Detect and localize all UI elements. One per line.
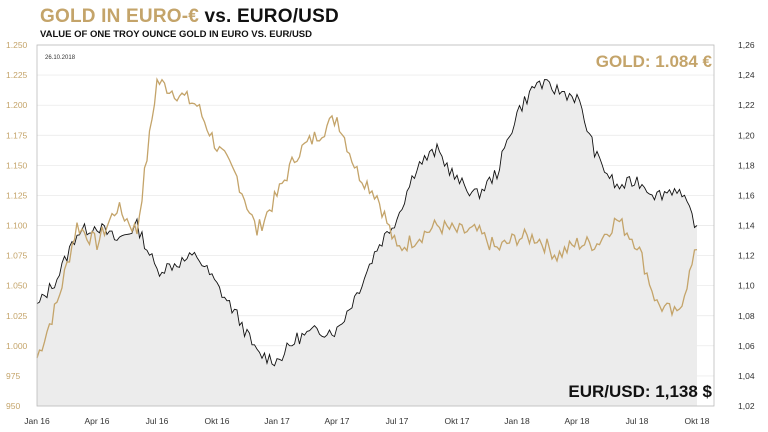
plot-frame — [36, 44, 715, 407]
x-tick-label: Jan 18 — [504, 416, 530, 426]
right-tick-label: 1,12 — [738, 251, 755, 261]
left-tick-label: 1.175 — [6, 130, 28, 140]
right-tick-label: 1,14 — [738, 221, 755, 231]
left-tick-label: 1.125 — [6, 190, 28, 200]
right-tick-label: 1,08 — [738, 311, 755, 321]
chart-title-gold: GOLD IN EURO-€ — [40, 6, 200, 27]
chart-subtitle: VALUE OF ONE TROY OUNCE GOLD IN EURO VS.… — [40, 29, 313, 40]
left-tick-label: 975 — [6, 371, 20, 381]
chart-title: GOLD IN EURO-€ vs. EURO/USD — [40, 6, 339, 28]
left-tick-label: 1.200 — [6, 100, 28, 110]
x-tick-label: Apr 18 — [564, 416, 589, 426]
x-tick-label: Okt 16 — [204, 416, 229, 426]
right-tick-label: 1,22 — [738, 100, 755, 110]
right-tick-label: 1,04 — [738, 371, 755, 381]
x-tick-label: Jan 17 — [264, 416, 290, 426]
left-tick-label: 1.250 — [6, 40, 28, 50]
date-stamp: 26.10.2018 — [45, 55, 76, 61]
right-axis: 1,26 1,24 1,22 1,20 1,18 1,16 1,14 1,12 1,10 1,08… — [738, 40, 755, 411]
left-tick-label: 1.075 — [6, 251, 28, 261]
x-tick-label: Jan 16 — [24, 416, 50, 426]
x-tick-label: Okt 18 — [684, 416, 709, 426]
chart-title-eurusd: vs. EURO/USD — [199, 6, 339, 27]
right-tick-label: 1,02 — [738, 401, 755, 411]
x-tick-label: Jul 18 — [626, 416, 649, 426]
left-tick-label: 1.025 — [6, 311, 28, 321]
left-tick-label: 1.225 — [6, 70, 28, 80]
right-tick-label: 1,06 — [738, 341, 755, 351]
right-tick-label: 1,24 — [738, 70, 755, 80]
right-tick-label: 1,20 — [738, 130, 755, 140]
x-axis: Jan 16 Apr 16 Jul 16 Okt 16 Jan 17 Apr 17 Jul … — [24, 416, 710, 426]
left-tick-label: 950 — [6, 401, 20, 411]
gold-price-label: GOLD: 1.084 € — [596, 52, 713, 71]
right-tick-label: 1,18 — [738, 160, 755, 170]
left-tick-label: 1.050 — [6, 281, 28, 291]
left-tick-label: 1.150 — [6, 160, 28, 170]
right-tick-label: 1,16 — [738, 190, 755, 200]
x-tick-label: Jul 16 — [146, 416, 169, 426]
right-tick-label: 1,26 — [738, 40, 755, 50]
eurusd-rate-label: EUR/USD: 1,138 $ — [568, 382, 712, 401]
x-tick-label: Apr 16 — [84, 416, 109, 426]
eurusd-area — [37, 79, 697, 406]
left-axis: 1.250 1.225 1.200 1.175 1.150 1.125 1.100 1.075… — [6, 40, 28, 411]
x-tick-label: Jul 17 — [386, 416, 409, 426]
left-tick-label: 1.000 — [6, 341, 28, 351]
left-tick-label: 1.100 — [6, 221, 28, 231]
x-tick-label: Okt 17 — [444, 416, 469, 426]
x-tick-label: Apr 17 — [324, 416, 349, 426]
right-tick-label: 1,10 — [738, 281, 755, 291]
gold-line — [36, 77, 698, 359]
eurusd-line — [36, 79, 698, 367]
